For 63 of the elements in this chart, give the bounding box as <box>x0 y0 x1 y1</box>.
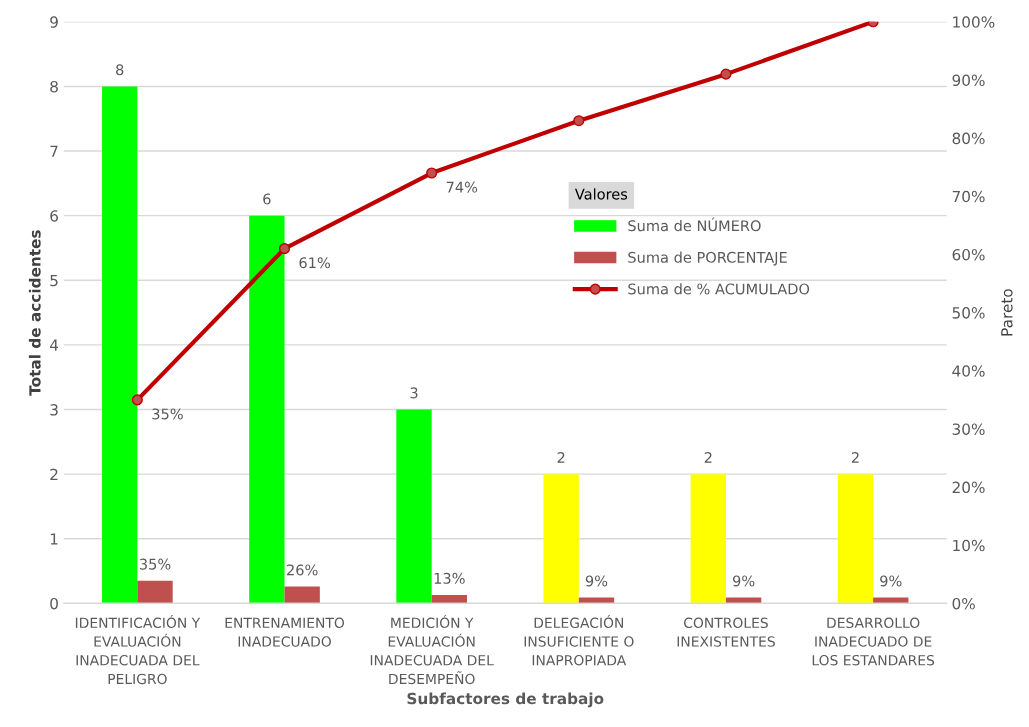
y2-tick-label: 90% <box>952 74 985 86</box>
y2-axis-title: Pareto <box>1001 289 1013 336</box>
y-tick-label: 7 <box>50 145 58 157</box>
point <box>131 394 143 406</box>
x-tick-label: IDENTIFICACIÓN Y EVALUACIÓN INADECUADA DEL PELIGRO <box>75 615 201 685</box>
y-tick-label: 0 <box>50 597 58 610</box>
y-tick-label: 6 <box>50 210 58 222</box>
bar <box>837 474 874 604</box>
x-tick-label: CONTROLES INEXISTENTES <box>677 617 775 647</box>
y2-tick-label: 70% <box>952 190 985 203</box>
y2-tick-label: 40% <box>952 365 985 377</box>
data-label: 2 <box>851 451 859 463</box>
legend-label: Suma de PORCENTAJE <box>628 251 787 266</box>
y-tick-label: 2 <box>50 468 58 480</box>
bar <box>431 595 467 604</box>
y2-tick-label: 0% <box>952 597 975 610</box>
y2-tick-label: 20% <box>952 481 985 494</box>
legend-label: Suma de NÚMERO <box>628 217 761 232</box>
y2-tick-label: 10% <box>953 539 985 552</box>
point <box>573 115 585 127</box>
data-label: 61% <box>299 257 331 269</box>
point <box>278 243 291 255</box>
x-tick-label: ENTRENAMIENTO INADECUADO <box>225 617 345 647</box>
bar <box>284 586 320 604</box>
x-tick-label: DESARROLLO INADECUADO DE LOS ESTANDARES <box>812 617 935 666</box>
x-tick-label: DELEGACIÓN INSUFICIENTE O INAPROPIADA <box>524 615 634 666</box>
y2-tick-label: 30% <box>952 423 985 435</box>
bar <box>249 215 285 604</box>
data-label: 6 <box>263 193 271 205</box>
bar <box>543 474 579 604</box>
data-label: 35% <box>139 558 171 570</box>
y2-tick-label: 100% <box>953 16 995 28</box>
y-tick-label: 5 <box>50 274 58 287</box>
y-tick-label: 3 <box>50 404 58 416</box>
y-tick-label: 8 <box>50 80 58 93</box>
point <box>426 167 438 179</box>
data-label: 9% <box>732 575 755 587</box>
y-tick-label: 4 <box>49 339 59 351</box>
data-label: 2 <box>704 451 712 463</box>
bar <box>102 86 138 604</box>
data-label: 3 <box>410 387 418 399</box>
y2-tick-label: 50% <box>952 307 985 319</box>
y-tick-label: 9 <box>50 16 58 28</box>
data-label: 74% <box>446 181 478 193</box>
data-label: 26% <box>287 564 318 576</box>
data-label: 13% <box>434 572 465 584</box>
data-label: 9% <box>585 575 608 587</box>
bar <box>396 409 432 604</box>
y-axis-title: Total de accidentes <box>28 230 41 396</box>
bar <box>137 580 173 604</box>
data-label: 35% <box>152 408 183 420</box>
legend-label: Suma de % ACUMULADO <box>628 283 810 295</box>
legend-title: Valores <box>574 188 628 200</box>
y2-tick-label: 80% <box>952 132 985 145</box>
bar <box>690 474 726 604</box>
x-axis-title: Subfactores de trabajo <box>407 692 604 708</box>
y-tick-label: 1 <box>50 533 58 545</box>
y2-tick-label: 60% <box>952 248 985 261</box>
data-label: 8 <box>116 64 124 76</box>
data-label: 2 <box>557 451 565 463</box>
x-tick-label: MEDICIÓN Y EVALUACIÓN INADECUADA DEL DESEMPEÑO <box>370 615 494 685</box>
point <box>720 68 732 80</box>
data-label: 9% <box>880 575 902 587</box>
